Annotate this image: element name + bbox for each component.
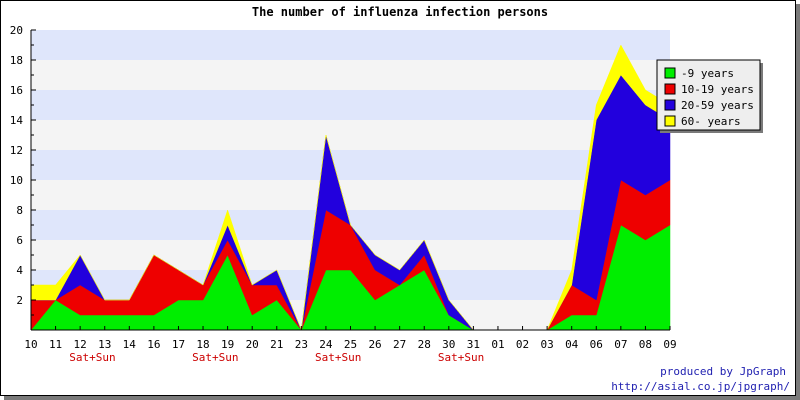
frame-shadow-right [796,4,800,400]
x-tick-label: 31 [467,338,480,351]
y-tick-label: 10 [10,174,23,187]
x-tick-label: 27 [393,338,406,351]
legend-swatch [664,67,676,79]
y-tick-labels: 2 4 6 8 10 12 14 16 18 20 [10,24,24,307]
y-tick-label: 4 [16,264,23,277]
weekend-label: Sat+Sun [69,351,115,364]
x-tick-labels: 10 11 12 13 14 16 17 18 19 20 21 23 24 25 26 27 28 30 31 01… [24,338,676,364]
x-tick-label: 14 [123,338,137,351]
chart-title: The number of influenza infection person… [252,5,548,19]
y-tick-label: 8 [16,204,23,217]
weekend-label: Sat+Sun [315,351,361,364]
weekend-label: Sat+Sun [438,351,484,364]
x-tick-label: 02 [516,338,529,351]
credit-line1: produced by JpGraph [660,365,786,378]
x-tick-label: 04 [565,338,579,351]
x-tick-label: 21 [270,338,283,351]
weekend-label: Sat+Sun [192,351,238,364]
x-tick-label: 10 [24,338,37,351]
legend-swatch [664,115,676,127]
y-tick-label: 18 [10,54,23,67]
x-tick-label: 12 [74,338,87,351]
x-tick-label: 24 [319,338,333,351]
legend-label: 60- years [681,115,741,128]
axes [30,29,671,331]
legend-swatch [664,99,676,111]
grid-band [31,180,670,210]
x-tick-label: 16 [147,338,160,351]
x-tick-label: 06 [590,338,603,351]
legend-label: 10-19 years [681,83,754,96]
x-tick-label: 26 [368,338,381,351]
x-tick-label: 08 [639,338,652,351]
x-tick-label: 19 [221,338,234,351]
x-tick-label: 23 [295,338,308,351]
x-tick-label: 18 [196,338,209,351]
x-tick-label: 07 [614,338,627,351]
credit-line2: http://asial.co.jp/jpgraph/ [611,380,790,393]
x-tick-label: 11 [49,338,62,351]
y-tick-label: 14 [10,114,24,127]
y-tick-label: 12 [10,144,23,157]
grid-band [31,150,670,180]
x-tick-label: 03 [540,338,553,351]
grid-band [31,120,670,150]
x-tick-label: 13 [98,338,111,351]
y-tick-label: 2 [16,294,23,307]
x-tick-label: 25 [344,338,357,351]
x-tick-label: 17 [172,338,185,351]
y-tick-label: 20 [10,24,23,37]
y-tick-label: 16 [10,84,23,97]
x-tick-label: 01 [491,338,504,351]
x-tick-label: 20 [246,338,259,351]
legend-swatch [664,83,676,95]
x-tick-label: 30 [442,338,455,351]
x-tick-label: 09 [663,338,676,351]
y-tick-label: 6 [16,234,23,247]
legend-label: 20-59 years [681,99,754,112]
grid-band [31,90,670,120]
legend-label: -9 years [681,67,734,80]
grid-band [31,60,670,90]
x-tick-label: 28 [418,338,431,351]
legend: -9 years 10-19 years 20-59 years 60- years [656,59,763,133]
grid-band [31,30,670,60]
frame-shadow-bottom [4,396,800,400]
